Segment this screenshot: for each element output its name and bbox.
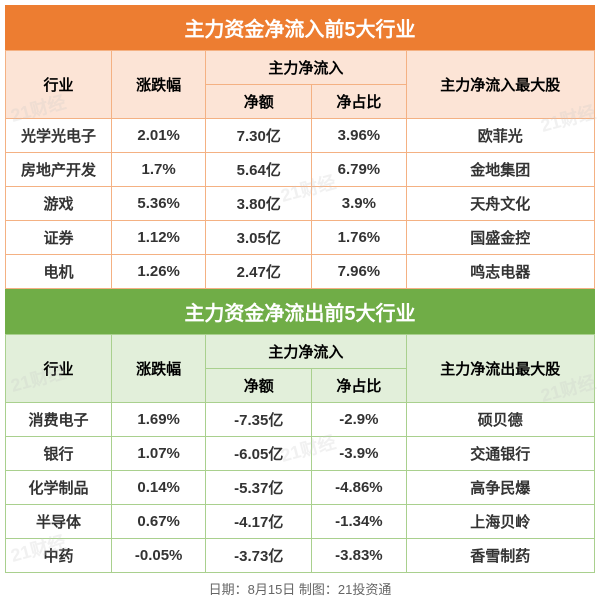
cell-net_amount: -6.05亿 (206, 437, 312, 471)
table-row: 化学制品0.14%-5.37亿-4.86%高争民爆 (6, 471, 595, 505)
inflow-thead: 行业 涨跌幅 主力净流入 主力净流入最大股 净额 净占比 (6, 51, 595, 119)
table-row: 电机1.26%2.47亿7.96%鸣志电器 (6, 255, 595, 289)
cell-net_ratio: -4.86% (312, 471, 406, 505)
outflow-tbody: 消费电子1.69%-7.35亿-2.9%硕贝德银行1.07%-6.05亿-3.9… (6, 403, 595, 573)
cell-net_ratio: 3.96% (312, 119, 406, 153)
col-net-ratio: 净占比 (312, 369, 406, 403)
col-net-ratio: 净占比 (312, 85, 406, 119)
cell-net_ratio: -3.9% (312, 437, 406, 471)
table-row: 证券1.12%3.05亿1.76%国盛金控 (6, 221, 595, 255)
cell-top_stock: 国盛金控 (406, 221, 595, 255)
cell-industry: 半导体 (6, 505, 112, 539)
cell-industry: 证券 (6, 221, 112, 255)
inflow-tbody: 光学光电子2.01%7.30亿3.96%欧菲光房地产开发1.7%5.64亿6.7… (6, 119, 595, 289)
col-change: 涨跌幅 (112, 51, 206, 119)
cell-change: 1.07% (112, 437, 206, 471)
cell-net_ratio: 7.96% (312, 255, 406, 289)
cell-net_ratio: 1.76% (312, 221, 406, 255)
cell-net_amount: -7.35亿 (206, 403, 312, 437)
cell-industry: 化学制品 (6, 471, 112, 505)
cell-net_amount: 3.80亿 (206, 187, 312, 221)
cell-net_ratio: -2.9% (312, 403, 406, 437)
cell-net_amount: -5.37亿 (206, 471, 312, 505)
cell-industry: 游戏 (6, 187, 112, 221)
col-netflow-group: 主力净流入 (206, 51, 406, 85)
cell-top_stock: 香雪制药 (406, 539, 595, 573)
infographic-container: 主力资金净流入前5大行业 行业 涨跌幅 主力净流入 主力净流入最大股 净额 净占… (5, 5, 595, 604)
cell-change: 0.14% (112, 471, 206, 505)
table-row: 银行1.07%-6.05亿-3.9%交通银行 (6, 437, 595, 471)
cell-net_amount: 3.05亿 (206, 221, 312, 255)
cell-change: 2.01% (112, 119, 206, 153)
outflow-thead: 行业 涨跌幅 主力净流入 主力净流出最大股 净额 净占比 (6, 335, 595, 403)
table-row: 游戏5.36%3.80亿3.9%天舟文化 (6, 187, 595, 221)
col-net-amount: 净额 (206, 369, 312, 403)
cell-change: -0.05% (112, 539, 206, 573)
cell-net_ratio: -1.34% (312, 505, 406, 539)
cell-net_amount: 7.30亿 (206, 119, 312, 153)
cell-net_amount: -3.73亿 (206, 539, 312, 573)
cell-net_amount: 2.47亿 (206, 255, 312, 289)
cell-top_stock: 欧菲光 (406, 119, 595, 153)
col-industry: 行业 (6, 51, 112, 119)
cell-change: 1.7% (112, 153, 206, 187)
cell-top_stock: 交通银行 (406, 437, 595, 471)
outflow-title: 主力资金净流出前5大行业 (5, 289, 595, 334)
table-row: 半导体0.67%-4.17亿-1.34%上海贝岭 (6, 505, 595, 539)
cell-change: 5.36% (112, 187, 206, 221)
col-net-amount: 净额 (206, 85, 312, 119)
cell-top_stock: 硕贝德 (406, 403, 595, 437)
inflow-table: 行业 涨跌幅 主力净流入 主力净流入最大股 净额 净占比 光学光电子2.01%7… (5, 50, 595, 289)
cell-industry: 房地产开发 (6, 153, 112, 187)
col-top-stock: 主力净流入最大股 (406, 51, 595, 119)
col-industry: 行业 (6, 335, 112, 403)
cell-change: 1.12% (112, 221, 206, 255)
cell-net_ratio: -3.83% (312, 539, 406, 573)
table-row: 光学光电子2.01%7.30亿3.96%欧菲光 (6, 119, 595, 153)
footer-text: 日期：8月15日 制图：21投资通 (5, 573, 595, 604)
cell-change: 1.69% (112, 403, 206, 437)
col-top-stock: 主力净流出最大股 (406, 335, 595, 403)
cell-top_stock: 金地集团 (406, 153, 595, 187)
cell-industry: 银行 (6, 437, 112, 471)
cell-change: 0.67% (112, 505, 206, 539)
cell-top_stock: 天舟文化 (406, 187, 595, 221)
cell-industry: 消费电子 (6, 403, 112, 437)
cell-industry: 中药 (6, 539, 112, 573)
table-row: 房地产开发1.7%5.64亿6.79%金地集团 (6, 153, 595, 187)
cell-top_stock: 高争民爆 (406, 471, 595, 505)
cell-net_amount: 5.64亿 (206, 153, 312, 187)
col-netflow-group: 主力净流入 (206, 335, 406, 369)
table-row: 消费电子1.69%-7.35亿-2.9%硕贝德 (6, 403, 595, 437)
cell-net_ratio: 3.9% (312, 187, 406, 221)
cell-industry: 光学光电子 (6, 119, 112, 153)
cell-top_stock: 鸣志电器 (406, 255, 595, 289)
cell-industry: 电机 (6, 255, 112, 289)
outflow-table: 行业 涨跌幅 主力净流入 主力净流出最大股 净额 净占比 消费电子1.69%-7… (5, 334, 595, 573)
table-row: 中药-0.05%-3.73亿-3.83%香雪制药 (6, 539, 595, 573)
cell-top_stock: 上海贝岭 (406, 505, 595, 539)
cell-change: 1.26% (112, 255, 206, 289)
cell-net_amount: -4.17亿 (206, 505, 312, 539)
inflow-title: 主力资金净流入前5大行业 (5, 5, 595, 50)
cell-net_ratio: 6.79% (312, 153, 406, 187)
col-change: 涨跌幅 (112, 335, 206, 403)
